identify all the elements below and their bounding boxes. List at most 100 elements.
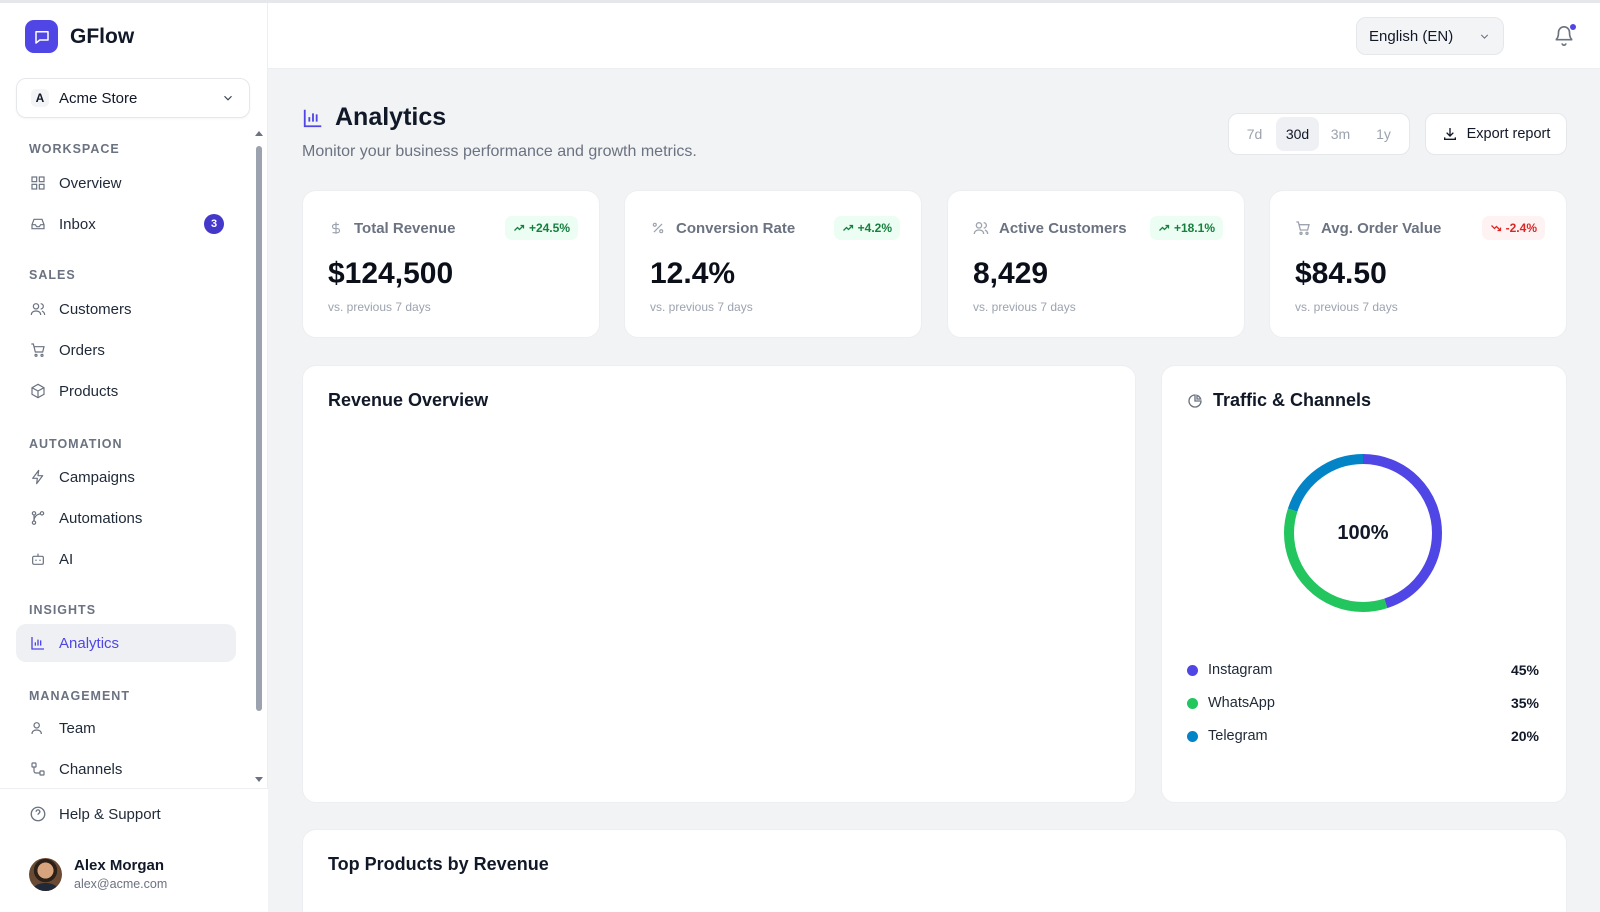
bar-chart-icon (29, 634, 47, 652)
kpi-comparison: vs. previous 7 days (328, 300, 431, 314)
legend-color-dot (1187, 730, 1198, 742)
sidebar-item-label: Inbox (59, 215, 96, 233)
workflow-icon (29, 509, 47, 527)
sidebar-item-ai[interactable]: AI (16, 540, 236, 578)
legend-label: Instagram (1208, 662, 1273, 678)
sidebar: GFlow A Acme Store WORKSPACE Overview In… (0, 3, 268, 912)
sidebar-scroll-thumb[interactable] (256, 146, 262, 711)
chevron-down-icon (1480, 33, 1489, 39)
traffic-channels-card: Traffic & Channels 100% Instagram 45% Wh… (1161, 365, 1567, 803)
sidebar-item-analytics[interactable]: Analytics (16, 624, 236, 662)
kpi-card-avg-order-value: Avg. Order Value -2.4% $84.50 vs. previo… (1269, 190, 1567, 338)
sidebar-item-label: Channels (59, 760, 123, 778)
kpi-comparison: vs. previous 7 days (973, 300, 1076, 314)
sidebar-item-overview[interactable]: Overview (16, 164, 236, 202)
pie-chart-icon (1187, 393, 1203, 409)
percent-icon (650, 220, 666, 236)
bot-icon (29, 550, 47, 568)
trend-up-icon (842, 224, 853, 231)
section-title-automation: AUTOMATION (29, 437, 123, 451)
sidebar-item-inbox[interactable]: Inbox 3 (16, 205, 236, 243)
donut-segment-whatsapp[interactable] (1284, 454, 1442, 612)
range-7d-button[interactable]: 7d (1246, 126, 1263, 142)
scroll-down-arrow-icon[interactable] (255, 777, 263, 782)
kpi-comparison: vs. previous 7 days (1295, 300, 1398, 314)
card-title-row: Traffic & Channels (1187, 390, 1371, 411)
trend-down-icon (1490, 225, 1501, 232)
zap-icon (29, 468, 47, 486)
legend-label: Telegram (1208, 728, 1268, 744)
kpi-card-conversion-rate: Conversion Rate +4.2% 12.4% vs. previous… (624, 190, 922, 338)
legend-item-whatsapp: WhatsApp 35% (1187, 691, 1539, 715)
language-label: English (EN) (1369, 27, 1454, 45)
legend-item-telegram: Telegram 20% (1187, 724, 1539, 748)
range-1y-button[interactable]: 1y (1376, 126, 1391, 142)
bell-icon[interactable] (1553, 25, 1575, 47)
donut-segment-telegram[interactable] (1284, 454, 1442, 612)
delta-value: +18.1% (1173, 221, 1215, 235)
legend-value: 45% (1510, 662, 1539, 678)
delta-value: +4.2% (857, 221, 892, 235)
sidebar-item-label: Analytics (59, 634, 120, 652)
help-support-link[interactable]: Help & Support (29, 805, 161, 823)
help-circle-icon (29, 805, 47, 823)
help-label: Help & Support (59, 805, 161, 823)
inbox-icon (29, 215, 47, 233)
notification-dot (1570, 24, 1576, 30)
chevron-down-icon (224, 95, 232, 101)
channels-icon (29, 760, 47, 778)
sidebar-item-orders[interactable]: Orders (16, 331, 236, 369)
card-title: Revenue Overview (328, 390, 489, 410)
scroll-up-arrow-icon[interactable] (255, 131, 263, 136)
top-border (0, 0, 1600, 3)
traffic-title: Traffic & Channels (1213, 390, 1372, 410)
user-email: alex@acme.com (74, 877, 168, 891)
sidebar-item-label: Automations (59, 509, 143, 527)
export-report-button[interactable]: Export report (1425, 113, 1567, 155)
kpi-label: Avg. Order Value (1321, 219, 1442, 237)
language-selector[interactable]: English (EN) (1356, 17, 1504, 55)
kpi-label: Total Revenue (354, 219, 456, 237)
user-name: Alex Morgan (74, 857, 165, 874)
kpi-card-total-revenue: Total Revenue +24.5% $124,500 vs. previo… (302, 190, 600, 338)
range-3m-button[interactable]: 3m (1330, 126, 1351, 142)
users-icon (973, 220, 989, 236)
card-title: Top Products by Revenue (328, 854, 549, 874)
kpi-value: 12.4% (650, 257, 736, 290)
sidebar-item-customers[interactable]: Customers (16, 290, 236, 328)
trend-up-icon (1159, 224, 1170, 231)
legend-value: 20% (1510, 728, 1539, 744)
sidebar-item-channels[interactable]: Channels (16, 750, 236, 788)
sidebar-item-label: Orders (59, 341, 105, 359)
app-logo[interactable]: GFlow (25, 20, 134, 53)
sidebar-item-team[interactable]: Team (16, 709, 236, 747)
kpi-card-active-customers: Active Customers +18.1% 8,429 vs. previo… (947, 190, 1245, 338)
store-selector[interactable]: A Acme Store (16, 78, 250, 118)
sidebar-item-label: Products (59, 382, 119, 400)
section-title-sales: SALES (29, 268, 76, 282)
trend-up-icon (514, 224, 525, 231)
top-products-card: Top Products by Revenue (302, 829, 1567, 912)
users-icon (29, 300, 47, 318)
store-initial: A (31, 89, 49, 107)
user-icon (29, 719, 47, 737)
sidebar-item-campaigns[interactable]: Campaigns (16, 458, 236, 496)
delta-badge: +24.5% (504, 216, 578, 240)
download-icon (1443, 128, 1456, 140)
date-range-toggle: 7d 30d 3m 1y (1228, 113, 1410, 155)
avatar (29, 857, 62, 891)
revenue-overview-card: Revenue Overview (302, 365, 1136, 803)
box-icon (29, 382, 47, 400)
sidebar-item-products[interactable]: Products (16, 372, 236, 410)
user-profile[interactable]: Alex Morgan alex@acme.com (29, 857, 167, 891)
delta-badge: +18.1% (1149, 216, 1223, 240)
donut-center-label: 100% (1337, 521, 1389, 544)
sidebar-nav: WORKSPACE Overview Inbox 3 SALES Custome… (0, 133, 268, 788)
range-30d-button[interactable]: 30d (1276, 117, 1319, 151)
cart-icon (29, 341, 47, 359)
delta-value: +24.5% (528, 221, 570, 235)
sidebar-item-automations[interactable]: Automations (16, 499, 236, 537)
bar-chart-icon (303, 109, 322, 127)
section-title-management: MANAGEMENT (29, 689, 130, 703)
delta-value: -2.4% (1505, 221, 1537, 235)
